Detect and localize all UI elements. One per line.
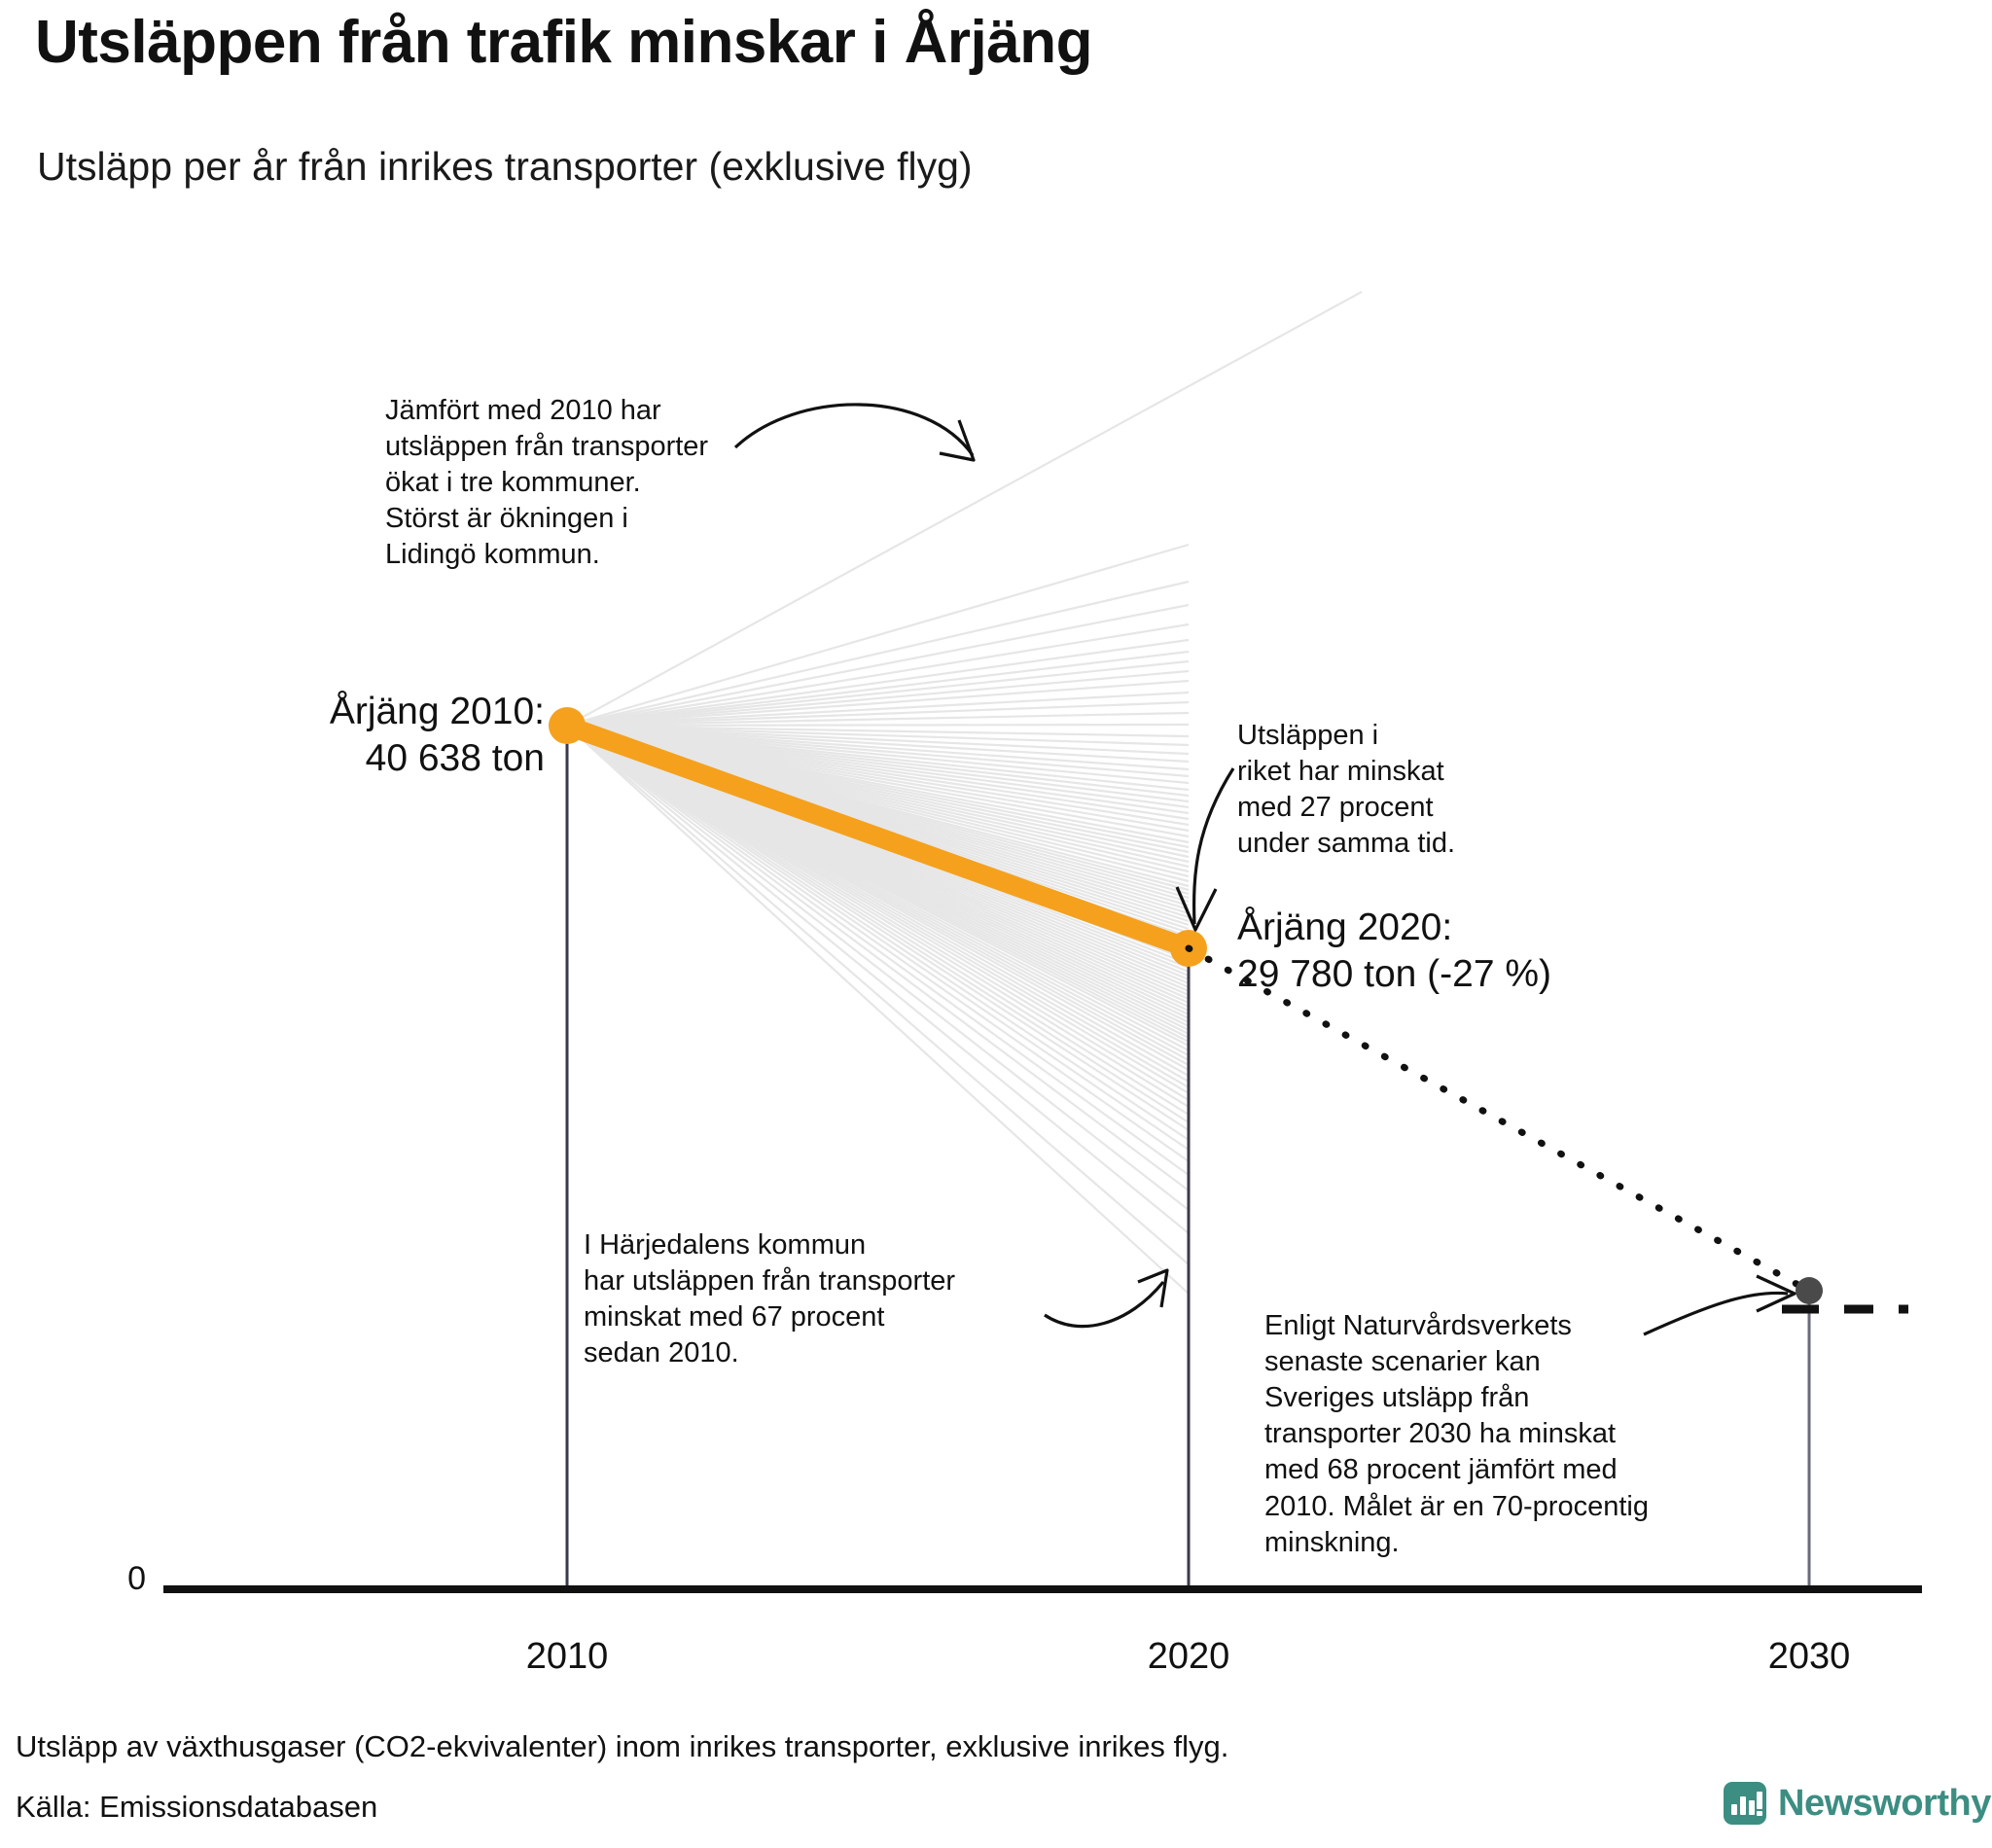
annotation-lidingo: Jämfört med 2010 har utsläppen från tran…	[385, 395, 709, 571]
annotation-riket: Utsläppen i riket har minskat med 27 pro…	[1237, 720, 1456, 860]
newsworthy-logo-text: Newsworthy	[1778, 1783, 1991, 1824]
projection-line-2030	[1185, 944, 1809, 1293]
page-title: Utsläppen från trafik minskar i Årjäng	[35, 9, 1092, 76]
footer-note: Utsläpp av växthusgaser (CO2-ekvivalente…	[16, 1729, 1229, 1763]
bar-chart-exclamation-icon	[1724, 1782, 1766, 1825]
data-point-2010	[549, 707, 586, 744]
annotation-naturvardsverket: Enligt Naturvårdsverkets senaste scenari…	[1264, 1310, 1649, 1558]
highlight-line-arjang	[557, 716, 1198, 958]
page-subtitle: Utsläpp per år från inrikes transporter …	[37, 144, 973, 189]
callout-arrow-naturvardsverket	[1643, 1274, 1796, 1336]
x-tick-2020: 2020	[1147, 1636, 1230, 1677]
callout-arrow-harjedalen	[1044, 1268, 1169, 1329]
annotation-harjedalen: I Härjedalens kommun har utsläppen från …	[584, 1229, 956, 1369]
footer-source: Källa: Emissionsdatabasen	[16, 1790, 378, 1824]
data-point-2030-scenario	[1796, 1277, 1823, 1304]
callout-arrow-riket	[1175, 767, 1235, 932]
y-axis-zero-label: 0	[127, 1560, 146, 1597]
x-tick-2010: 2010	[525, 1636, 609, 1677]
newsworthy-logo: Newsworthy	[1724, 1782, 1991, 1825]
label-point-2020: Årjäng 2020: 29 780 ton (-27 %)	[1237, 906, 1552, 995]
callout-arrow-lidingo	[733, 403, 976, 462]
label-point-2010: Årjäng 2010: 40 638 ton	[329, 691, 545, 779]
x-tick-2030: 2030	[1767, 1636, 1851, 1677]
